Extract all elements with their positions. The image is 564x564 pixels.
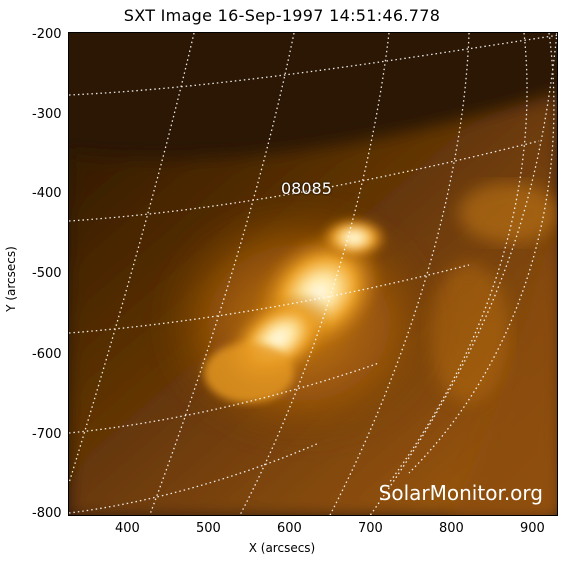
x-tick-label: 700 xyxy=(358,521,383,536)
y-tick-label: -700 xyxy=(32,427,62,442)
y-tick-label: -200 xyxy=(32,27,62,42)
active-region-label: 08085 xyxy=(281,179,332,198)
y-axis-label: Y (arcsecs) xyxy=(4,246,18,312)
solar-image xyxy=(69,33,557,515)
image-title: SXT Image 16-Sep-1997 14:51:46.778 xyxy=(123,6,441,25)
x-tick-label: 500 xyxy=(196,521,221,536)
solar-image-panel: 08085 SolarMonitor.org xyxy=(68,32,558,516)
y-tick-label: -600 xyxy=(32,347,62,362)
coordinate-grid xyxy=(69,33,557,515)
watermark-logo: SolarMonitor.org xyxy=(378,481,543,505)
y-tick-label: -300 xyxy=(32,107,62,122)
y-tick-label: -400 xyxy=(32,186,62,201)
x-tick-label: 600 xyxy=(277,521,302,536)
x-tick-label: 800 xyxy=(439,521,464,536)
x-axis-label: X (arcsecs) xyxy=(248,541,316,555)
y-tick-label: -800 xyxy=(32,506,62,521)
x-tick-label: 400 xyxy=(115,521,140,536)
y-tick-label: -500 xyxy=(32,266,62,281)
x-tick-label: 900 xyxy=(520,521,545,536)
